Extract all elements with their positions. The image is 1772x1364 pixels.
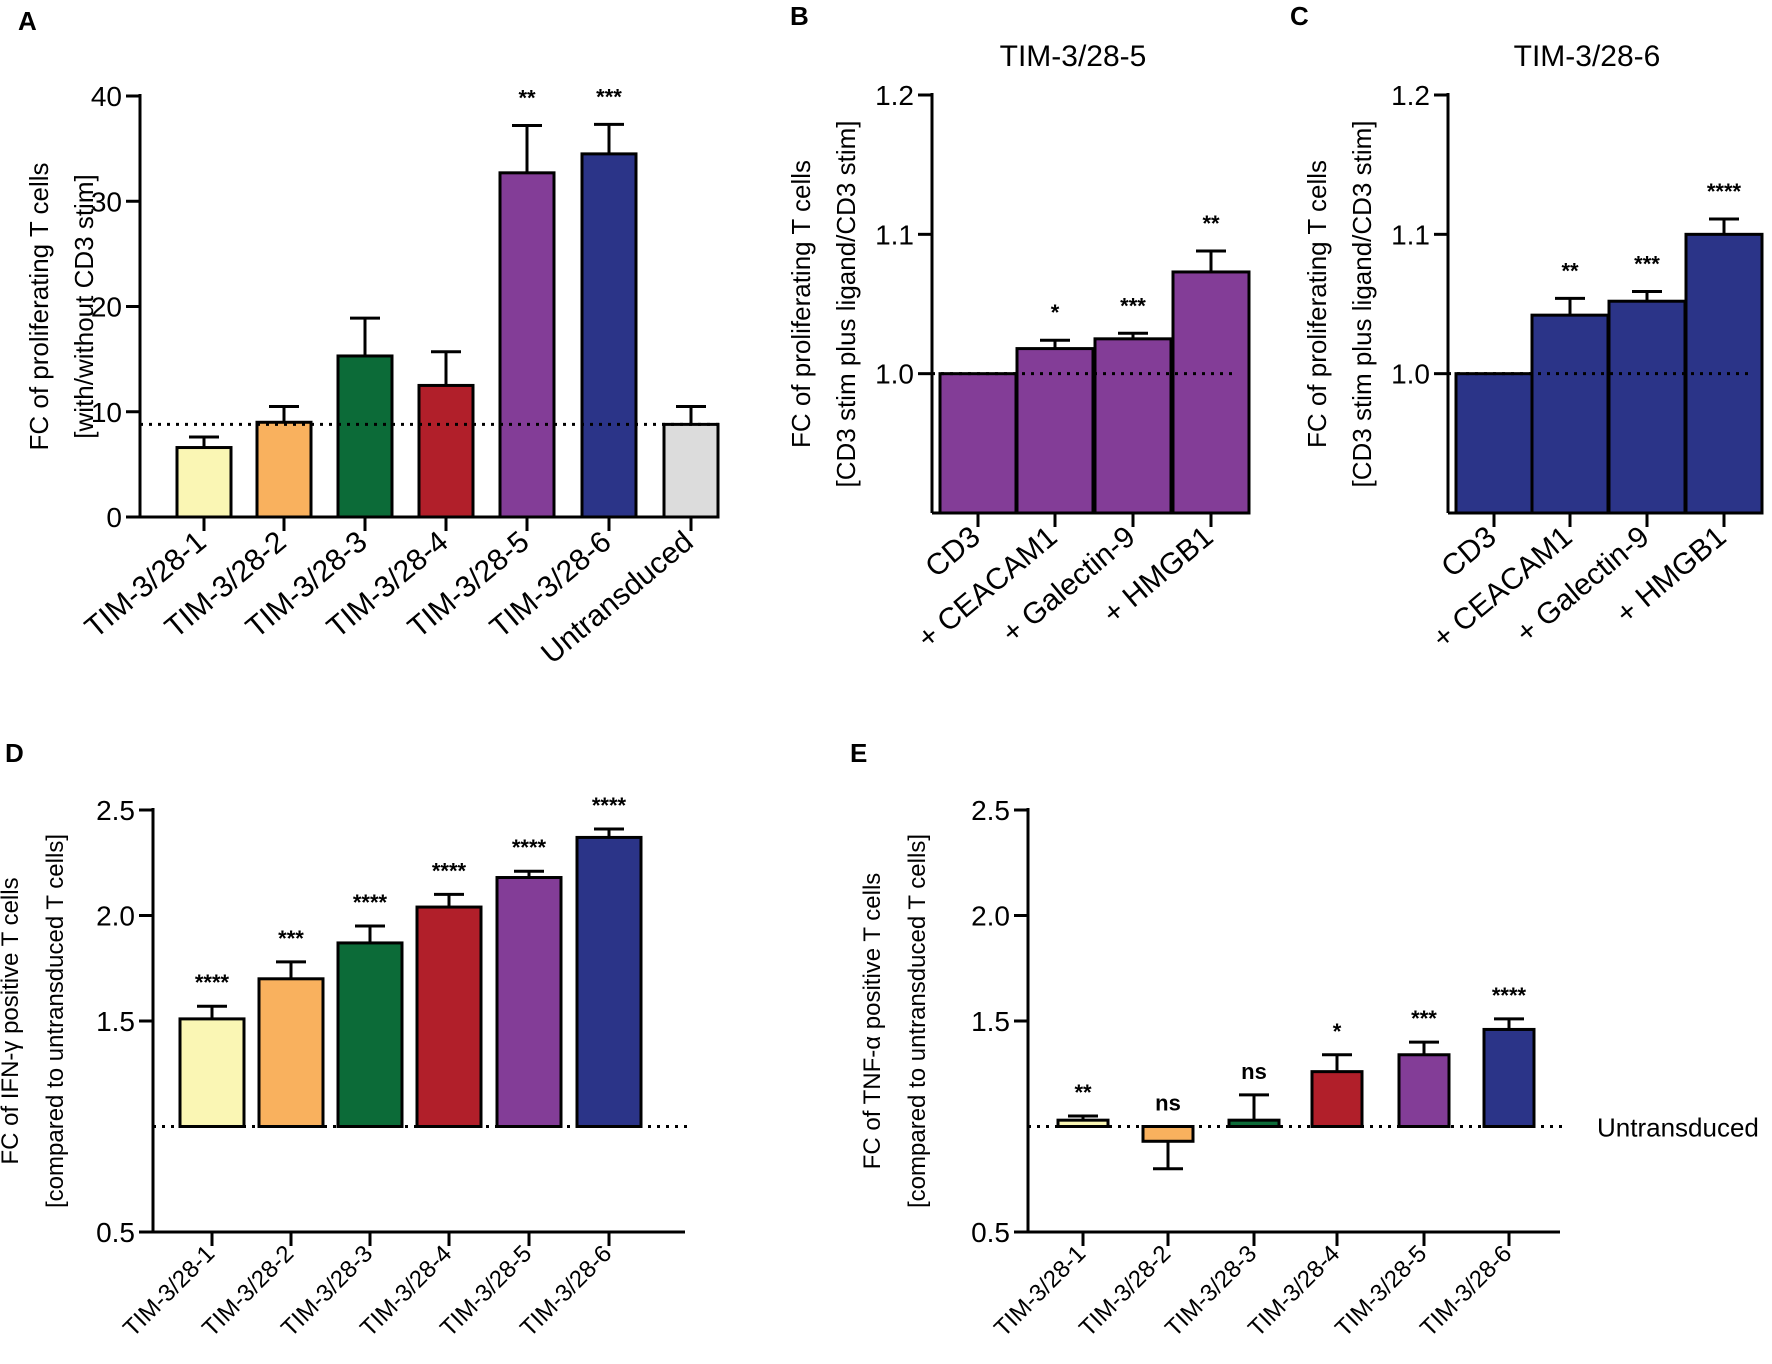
panel-b-chart: B TIM-3/28-5 FC of proliferating T cells [C… [786,1,1251,655]
significance-label: *** [1634,251,1660,276]
y-tick-label: 40 [91,81,122,112]
y-axis-label: FC of IFN-γ positive T cells [compared to… [0,834,69,1208]
significance-label: ns [1155,1091,1181,1116]
bar [1141,1125,1195,1143]
panel-e-chart: E FC of TNF-α positive T cells [compared t… [850,738,1759,1342]
panel-letter-a: A [18,6,37,36]
bar [1093,337,1173,515]
y-tick-label: 1.5 [96,1006,135,1037]
y-tick-label: 0.5 [971,1217,1010,1248]
bar [1310,1070,1364,1129]
chart-title: TIM-3/28-6 [1514,40,1661,73]
y-tick-label: 10 [91,397,122,428]
y-tick-label: 1.2 [875,80,914,111]
significance-label: ns [1241,1059,1267,1084]
bar [255,420,313,519]
bar [662,422,720,519]
significance-label: **** [195,970,230,995]
significance-label: *** [278,926,304,951]
significance-label: * [1051,300,1060,325]
y-axis-label-line: FC of proliferating T cells [24,162,54,450]
significance-label: **** [592,793,627,818]
panel-letter-b: B [790,1,809,31]
y-axis-label: FC of proliferating T cells [with/without… [24,162,99,450]
significance-label: **** [353,890,388,915]
y-axis-label-line: [CD3 stim plus ligand/CD3 stim] [831,121,861,488]
significance-label: ** [518,85,536,110]
y-tick-label: 30 [91,186,122,217]
y-tick-label: 1.0 [875,359,914,390]
significance-label: **** [1707,179,1742,204]
y-axis-label-line: [compared to untransduced T cells] [904,834,931,1208]
y-tick-label: 2.0 [971,901,1010,932]
bar [417,383,475,519]
panel-letter-c: C [1290,1,1309,31]
bar [175,446,233,519]
bar [415,905,483,1128]
significance-label: ** [1202,211,1220,236]
bar [1684,232,1764,515]
y-axis-label: FC of TNF-α positive T cells [compared to… [859,834,931,1208]
panel-letter-e: E [850,738,867,768]
x-tick-label: TIM-3/28-2 [1074,1240,1176,1342]
significance-label: **** [432,858,467,883]
x-tick-label: TIM-3/28-6 [1415,1240,1517,1342]
y-axis-label: FC of proliferating T cells [CD3 stim plu… [786,121,861,488]
y-tick-label: 20 [91,292,122,323]
panel-a-chart: A FC of proliferating T cells [with/withou… [18,6,720,670]
y-tick-label: 2.5 [971,795,1010,826]
y-tick-label: 2.0 [96,901,135,932]
y-axis-label-line: [with/without CD3 stim] [69,174,99,438]
significance-label: *** [596,84,622,109]
significance-label: *** [1120,293,1146,318]
y-tick-label: 1.1 [875,219,914,250]
y-axis-label-line: [compared to untransduced T cells] [42,834,69,1208]
significance-label: **** [512,835,547,860]
y-tick-label: 1.5 [971,1006,1010,1037]
bar [495,876,563,1129]
bar [1454,372,1534,515]
x-tick-label: TIM-3/28-5 [1330,1240,1432,1342]
y-axis-label: FC of proliferating T cells [CD3 stim plu… [1302,121,1377,488]
panel-d-chart: D FC of IFN-γ positive T cells [compared t… [0,738,690,1342]
significance-label: **** [1492,983,1527,1008]
reference-line-label: Untransduced [1597,1113,1759,1143]
y-axis-label-line: [CD3 stim plus ligand/CD3 stim] [1347,121,1377,488]
chart-title: TIM-3/28-5 [1000,40,1147,73]
bar [1482,1027,1536,1128]
bar [575,835,643,1128]
y-axis-label-line: FC of proliferating T cells [1302,160,1332,448]
y-tick-label: 0.5 [96,1217,135,1248]
bar [1015,347,1095,515]
bar [1397,1053,1451,1129]
bar [336,941,404,1128]
y-tick-label: 2.5 [96,795,135,826]
bar [336,354,394,519]
panel-letter-d: D [5,738,24,768]
bar [938,372,1018,515]
y-axis-label-line: FC of TNF-α positive T cells [859,873,886,1170]
y-axis-label-line: FC of proliferating T cells [786,160,816,448]
y-tick-label: 0 [106,502,122,533]
significance-label: ** [1074,1080,1092,1105]
bar [178,1017,246,1129]
y-axis-label-line: FC of IFN-γ positive T cells [0,877,24,1164]
y-tick-label: 1.2 [1391,80,1430,111]
significance-label: *** [1411,1006,1437,1031]
bar [257,977,325,1128]
bar [498,171,556,519]
y-tick-label: 1.1 [1391,219,1430,250]
significance-label: * [1333,1019,1342,1044]
panel-c-chart: C TIM-3/28-6 FC of proliferating T cells [C… [1290,1,1764,655]
bar [580,152,638,519]
x-tick-label: TIM-3/28-4 [1243,1240,1345,1342]
x-tick-label: TIM-3/28-1 [989,1240,1091,1342]
bar [1607,299,1687,515]
y-tick-label: 1.0 [1391,359,1430,390]
significance-label: ** [1561,258,1579,283]
bar [1530,313,1610,515]
bar [1171,270,1251,515]
